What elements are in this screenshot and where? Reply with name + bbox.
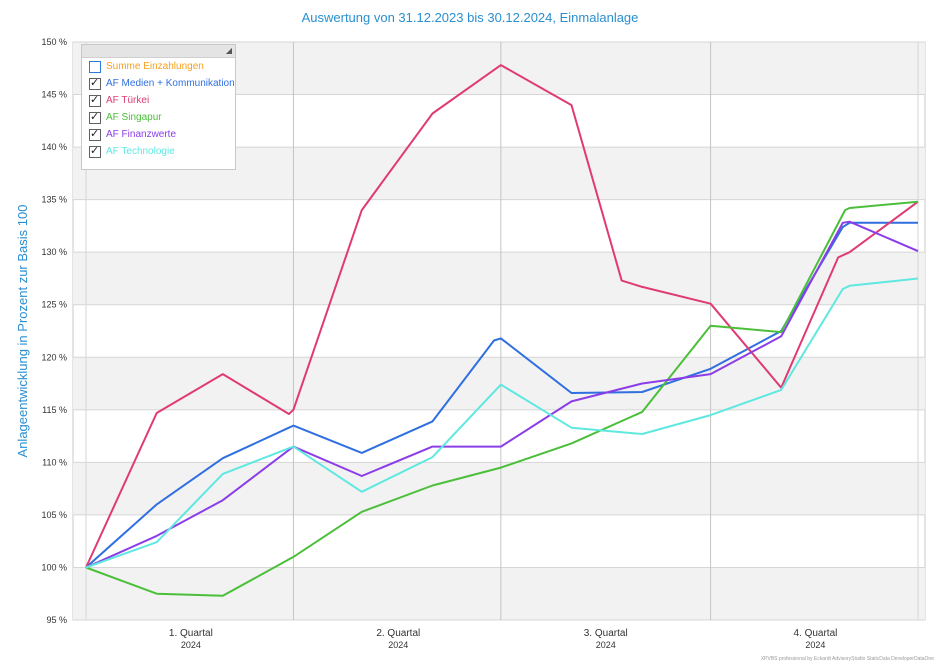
legend-label: AF Medien + Kommunikation [106, 78, 235, 89]
background-band [73, 567, 925, 620]
y-tick-label: 150 % [41, 37, 67, 47]
y-tick-label: 110 % [42, 457, 67, 467]
series-line-af-türkei [85, 64, 919, 568]
series-line-af-singapur [85, 200, 919, 597]
gridlines [73, 41, 925, 621]
y-tick-label: 140 % [41, 142, 67, 152]
legend-label: AF Finanzwerte [106, 129, 177, 140]
y-tick-label: 130 % [41, 247, 67, 257]
resize-grip-icon[interactable]: ◢ [225, 46, 232, 55]
x-tick-sublabel: 2024 [181, 640, 201, 650]
x-tick-sublabel: 2024 [596, 640, 616, 650]
legend-label: AF Singapur [106, 112, 162, 123]
x-tick-label: 1. Quartal [169, 628, 213, 639]
legend-items: Summe Einzahlungen AF Medien + Kommunikat… [82, 58, 235, 160]
legend-header[interactable]: ◢ [82, 45, 235, 58]
series-line-af-finanzwerte [85, 220, 919, 569]
y-tick-label: 120 % [41, 352, 67, 362]
y-tick-label: 105 % [41, 510, 67, 520]
legend-checkbox[interactable] [89, 93, 101, 107]
y-axis-label: Anlageentwicklung in Prozent zur Basis 1… [15, 205, 30, 458]
legend-label: AF Türkei [106, 95, 150, 106]
legend-label: AF Technologie [106, 146, 175, 157]
legend-item[interactable]: AF Finanzwerte [82, 126, 235, 143]
y-tick-label: 95 % [46, 615, 67, 625]
y-axis-ticks: 95 % 100 % 105 % 110 % 115 % 120 % 125 % 130 % 1… [41, 37, 67, 625]
legend-item[interactable]: AF Technologie [82, 143, 235, 160]
y-tick-label: 145 % [41, 90, 67, 100]
background-band [73, 462, 925, 515]
y-tick-label: 100 % [41, 562, 67, 572]
legend-checkbox[interactable] [89, 76, 101, 90]
x-tick-label: 4. Quartal [793, 628, 837, 639]
legend-checkbox[interactable] [89, 60, 101, 73]
x-tick-label: 2. Quartal [376, 628, 420, 639]
legend-item[interactable]: AF Singapur [82, 109, 235, 126]
legend-item[interactable]: Summe Einzahlungen [82, 58, 235, 75]
chart-title: Auswertung von 31.12.2023 bis 30.12.2024… [301, 10, 639, 25]
footer-credit: XPVBS professional by Eckardt AdvisorySt… [760, 656, 934, 662]
series-lines [85, 64, 919, 597]
x-tick-label: 3. Quartal [584, 628, 628, 639]
legend-item[interactable]: AF Medien + Kommunikation [82, 75, 235, 92]
y-tick-label: 135 % [41, 195, 67, 205]
y-tick-label: 125 % [41, 300, 67, 310]
legend-checkbox[interactable] [89, 144, 101, 158]
y-tick-label: 115 % [42, 405, 67, 415]
x-tick-sublabel: 2024 [388, 640, 408, 650]
series-line-af-technologie [85, 277, 919, 569]
legend-label: Summe Einzahlungen [106, 61, 204, 72]
legend-checkbox[interactable] [89, 127, 101, 141]
legend: ◢ Summe Einzahlungen AF Medien + Kommunik… [81, 44, 236, 170]
legend-checkbox[interactable] [89, 110, 101, 124]
legend-item[interactable]: AF Türkei [82, 92, 235, 109]
background-band [73, 252, 925, 305]
x-tick-sublabel: 2024 [805, 640, 825, 650]
